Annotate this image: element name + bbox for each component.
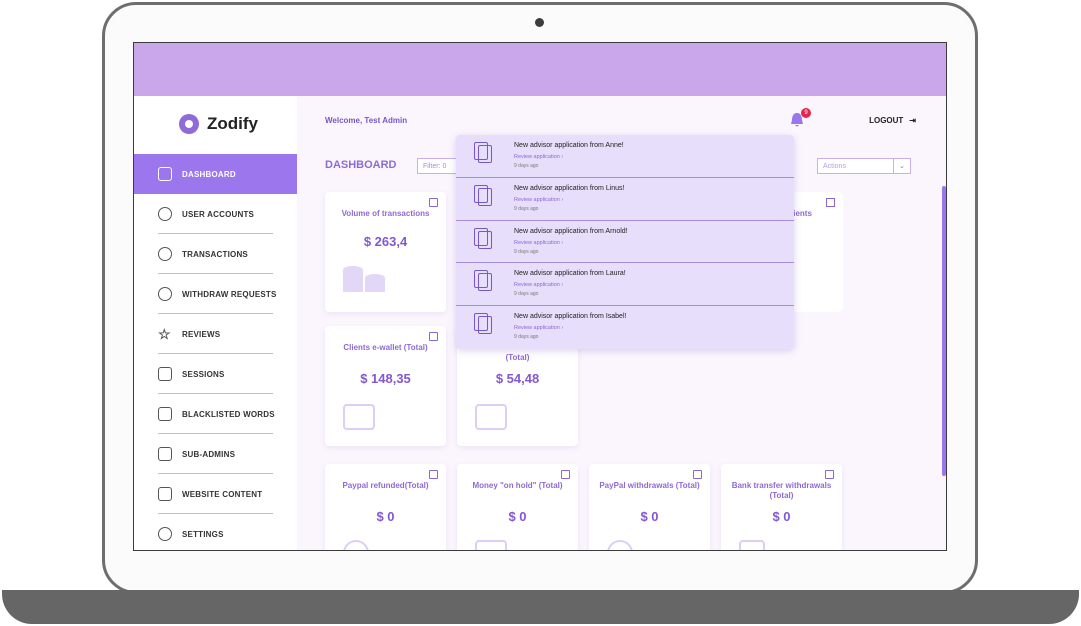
wallet-icon — [475, 404, 507, 430]
sidebar-nav: DASHBOARD USER ACCOUNTS TRANSACTIONS WIT… — [134, 154, 297, 550]
review-application-link[interactable]: Review application › — [514, 154, 564, 160]
filter-select[interactable]: Filter: 0 — [417, 158, 462, 174]
card-paypal-refunded: Paypal refunded(Total) $ 0 — [325, 464, 446, 550]
cube-icon — [158, 487, 172, 501]
scrollbar[interactable] — [942, 186, 946, 476]
card-volume-transactions: Volume of transactions $ 263,4 — [325, 192, 446, 312]
star-icon: ☆ — [158, 326, 171, 342]
coins-icon — [343, 266, 385, 292]
user-icon — [158, 207, 172, 221]
sidebar-item-sessions[interactable]: SESSIONS — [134, 354, 297, 394]
sidebar-item-dashboard[interactable]: DASHBOARD — [134, 154, 297, 194]
review-application-link[interactable]: Review application › — [514, 196, 564, 203]
camera — [535, 18, 544, 27]
card-checkbox[interactable] — [826, 198, 835, 207]
message-icon — [158, 407, 172, 421]
logout-button[interactable]: LOGOUT ⇥ — [869, 116, 916, 125]
refund-icon — [343, 540, 369, 550]
logo-icon — [179, 114, 199, 134]
notifications-dropdown: New advisor application from Anne! Revie… — [456, 135, 794, 349]
sidebar-item-transactions[interactable]: TRANSACTIONS — [134, 234, 297, 274]
clipboard-icon — [158, 167, 172, 181]
bell-icon[interactable] — [787, 110, 807, 130]
sidebar-item-reviews[interactable]: ☆ REVIEWS — [134, 314, 297, 354]
main-content: Welcome, Test Admin 9 LOGOUT ⇥ DASHBOARD … — [297, 96, 946, 550]
page-title: DASHBOARD — [325, 159, 397, 171]
document-icon — [474, 184, 492, 206]
notification-badge: 9 — [801, 108, 811, 118]
money-icon — [158, 247, 172, 261]
wrench-icon — [158, 447, 172, 461]
notification-item[interactable]: New advisor application from Arnold! Rev… — [456, 221, 794, 264]
sidebar-item-sub-admins[interactable]: SUB-ADMINS — [134, 434, 297, 474]
sidebar-item-website-content[interactable]: WEBSITE CONTENT — [134, 474, 297, 514]
card-checkbox[interactable] — [429, 470, 438, 479]
card-checkbox[interactable] — [693, 470, 702, 479]
wallet-icon — [343, 404, 375, 430]
laptop-base — [2, 590, 1079, 624]
card-clients-ewallet: Clients e-wallet (Total) $ 148,35 — [325, 326, 446, 446]
notification-item[interactable]: New advisor application from Laura! Revi… — [456, 263, 794, 307]
top-band — [134, 43, 946, 96]
card-paypal-withdrawals: PayPal withdrawals (Total) $ 0 — [589, 464, 710, 550]
document-icon — [474, 270, 492, 292]
logo-text: Zodify — [207, 114, 258, 133]
card-checkbox[interactable] — [429, 332, 438, 341]
logout-icon: ⇥ — [909, 116, 916, 125]
notification-item[interactable]: New advisor application from Isabel! Rev… — [456, 306, 794, 349]
wallet-icon — [158, 287, 172, 301]
card-checkbox[interactable] — [429, 198, 438, 207]
sidebar: Zodify DASHBOARD USER ACCOUNTS TRANSACTI… — [134, 96, 297, 550]
logo[interactable]: Zodify — [179, 114, 258, 134]
app-screen: Zodify DASHBOARD USER ACCOUNTS TRANSACTI… — [133, 42, 947, 551]
document-icon — [474, 313, 492, 335]
card-clients-partial: lients — [787, 192, 843, 312]
paypal-icon — [607, 540, 633, 550]
review-application-link[interactable]: Review application › — [514, 325, 564, 332]
card-money-on-hold: Money "on hold" (Total) $ 0 — [457, 464, 578, 550]
gear-icon — [158, 527, 172, 541]
actions-select[interactable]: Actions ⌄ — [817, 158, 911, 174]
sidebar-item-withdraw-requests[interactable]: WITHDRAW REQUESTS — [134, 274, 297, 314]
document-icon — [474, 142, 492, 163]
chat-icon — [158, 367, 172, 381]
bank-icon — [739, 540, 765, 550]
card-checkbox[interactable] — [825, 470, 834, 479]
sidebar-item-settings[interactable]: SETTINGS — [134, 514, 297, 550]
document-icon — [474, 227, 492, 249]
card-checkbox[interactable] — [561, 470, 570, 479]
sidebar-item-blacklisted-words[interactable]: BLACKLISTED WORDS — [134, 394, 297, 434]
notification-item[interactable]: New advisor application from Linus! Revi… — [456, 178, 794, 221]
review-application-link[interactable]: Review application › — [514, 239, 564, 246]
chevron-down-icon: ⌄ — [893, 159, 910, 173]
review-application-link[interactable]: Review application › — [514, 282, 564, 289]
card-bank-transfer: Bank transfer withdrawals (Total) $ 0 — [721, 464, 842, 550]
sidebar-item-user-accounts[interactable]: USER ACCOUNTS — [134, 194, 297, 234]
welcome-text: Welcome, Test Admin — [325, 116, 408, 125]
notification-item[interactable]: New advisor application from Anne! Revie… — [456, 135, 794, 178]
cash-icon — [475, 540, 507, 550]
